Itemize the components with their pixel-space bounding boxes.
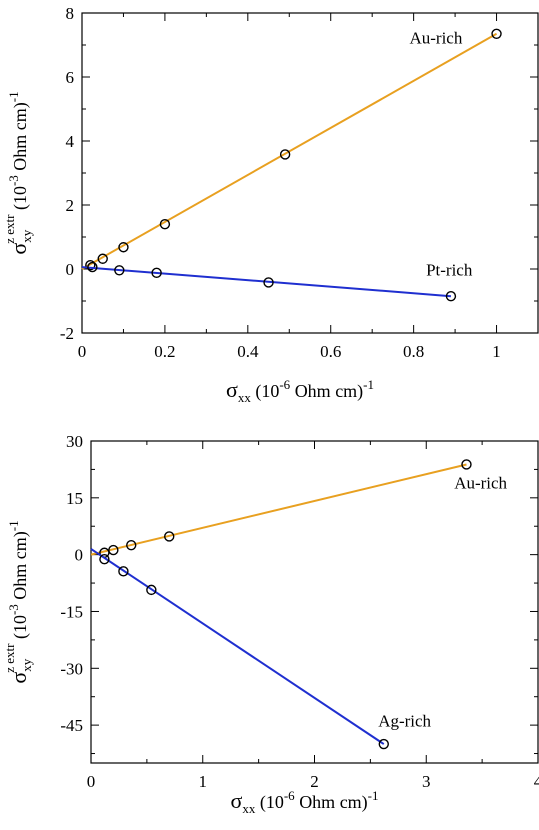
series-ag-rich: Ag-rich <box>90 548 432 750</box>
chart-2: 0 1 2 3 4 30 15 0 -15 -30 -45 Au-rich Ag-rich σxx (10… <box>2 432 539 816</box>
data-point <box>445 291 457 302</box>
x-tick-label: 1 <box>199 772 208 791</box>
data-point <box>461 459 472 470</box>
data-point <box>118 242 129 253</box>
y-tick-label: 15 <box>66 489 83 508</box>
series-au-rich: Au-rich <box>90 459 508 558</box>
x-axis-label: σxx (10-6 Ohm cm)-1 <box>230 788 378 816</box>
x-tick-label: 0.8 <box>403 342 424 361</box>
data-point <box>159 218 171 230</box>
data-point <box>378 738 389 750</box>
y-tick-label: 4 <box>66 132 75 151</box>
y-tick-label: 30 <box>66 432 83 451</box>
y-tick-label: -30 <box>60 659 83 678</box>
data-point <box>99 553 110 565</box>
data-point <box>108 544 119 556</box>
y-axis-label: σxyz extr (10-3 Ohm cm)-1 <box>2 520 34 683</box>
data-point <box>164 531 175 542</box>
data-point <box>279 149 291 160</box>
series-label: Ag-rich <box>378 711 431 730</box>
y-tick-label: 2 <box>66 196 75 215</box>
y-tick-label: -45 <box>60 716 83 735</box>
x-tick-label: 0 <box>78 342 87 361</box>
data-point <box>263 277 274 288</box>
data-point <box>151 267 162 279</box>
x-tick-label: 0 <box>87 772 96 791</box>
fit-line <box>90 548 385 745</box>
y-tick-label: 0 <box>66 260 75 279</box>
data-point <box>85 259 96 271</box>
data-point <box>146 584 157 596</box>
fit-line <box>81 266 452 298</box>
y-tick-label: 8 <box>66 4 75 23</box>
series-pt-rich: Pt-rich <box>81 260 473 302</box>
series-au-rich: Au-rich <box>81 28 502 271</box>
x-tick-label: 3 <box>422 772 431 791</box>
data-point <box>118 566 129 577</box>
data-point <box>97 253 108 264</box>
series-label: Au-rich <box>409 28 462 47</box>
y-axis-label: σxyz extr (10-3 Ohm cm)-1 <box>2 91 34 254</box>
x-axis-label: σxx (10-6 Ohm cm)-1 <box>226 377 374 405</box>
x-tick-label: 2 <box>310 772 319 791</box>
data-point <box>87 261 98 273</box>
y-tick-label: -15 <box>60 602 83 621</box>
y-tick-label: 0 <box>75 546 84 565</box>
data-point <box>126 539 137 551</box>
x-tick-label: 4 <box>534 772 539 791</box>
data-point <box>114 265 125 276</box>
y-tick-label: -2 <box>60 324 74 343</box>
x-tick-label: 0.2 <box>154 342 175 361</box>
x-tick-label: 0.6 <box>320 342 341 361</box>
y-tick-label: 6 <box>66 68 75 87</box>
fit-line <box>90 463 467 556</box>
series-label: Pt-rich <box>426 260 473 279</box>
x-tick-label: 1 <box>492 342 501 361</box>
series-label: Au-rich <box>454 473 507 492</box>
data-point <box>491 28 502 39</box>
x-tick-label: 0.4 <box>237 342 259 361</box>
